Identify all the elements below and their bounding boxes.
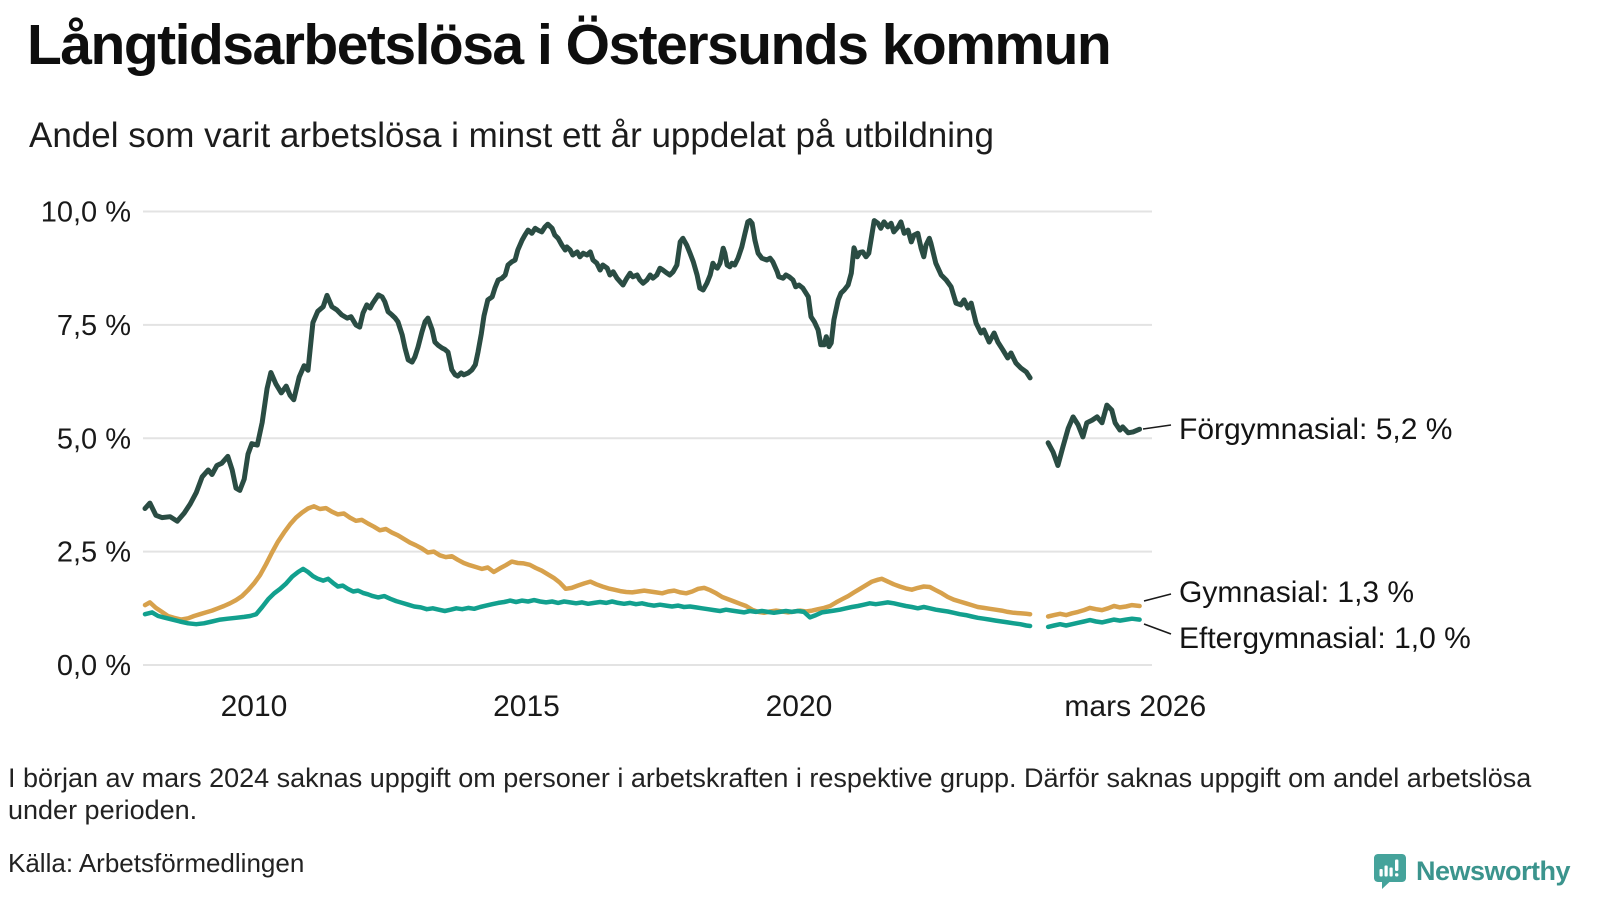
- source-note: Källa: Arbetsförmedlingen: [8, 848, 305, 878]
- footnote: I början av mars 2024 saknas uppgift om …: [8, 763, 1532, 826]
- bar-icon: [1389, 867, 1393, 877]
- exclamation-icon: [1394, 859, 1399, 871]
- series-end-label-gymnasial: Gymnasial: 1,3 %: [1179, 576, 1414, 609]
- chart-subtitle: Andel som varit arbetslösa i minst ett å…: [29, 116, 994, 155]
- label-connector: [1143, 593, 1172, 602]
- x-axis-tick-label: mars 2026: [1064, 690, 1206, 723]
- y-axis-tick-label: 5,0 %: [57, 423, 131, 455]
- bar-icon: [1379, 869, 1383, 877]
- newsworthy-logo: Newsworthy: [1373, 853, 1571, 890]
- series-line-eftergymnasial: [1045, 616, 1142, 630]
- series-end-label-förgymnasial: Förgymnasial: 5,2 %: [1179, 413, 1452, 446]
- label-connector: [1142, 424, 1172, 430]
- page-title: Långtidsarbetslösa i Östersunds kommun: [27, 13, 1112, 77]
- series-line-gymnasial: [1045, 602, 1142, 619]
- series-line-förgymnasial: [142, 218, 1033, 524]
- bar-icon: [1384, 865, 1388, 877]
- newsworthy-icon: [1373, 854, 1406, 889]
- y-axis-tick-label: 2,5 %: [57, 537, 131, 569]
- label-connector: [1143, 623, 1172, 635]
- newsworthy-wordmark: Newsworthy: [1415, 856, 1571, 886]
- y-axis-tick-label: 7,5 %: [57, 310, 131, 342]
- series-line-förgymnasial: [1045, 402, 1143, 468]
- y-axis-tick-label: 10,0 %: [41, 197, 131, 229]
- x-axis-tick-label: 2020: [766, 690, 833, 723]
- x-axis-tick-label: 2015: [493, 690, 560, 723]
- y-axis-tick-label: 0,0 %: [57, 650, 131, 682]
- series-line-eftergymnasial: [142, 566, 1033, 629]
- series-line-gymnasial: [142, 504, 1033, 622]
- exclamation-dot-icon: [1394, 873, 1399, 877]
- x-axis-tick-label: 2010: [221, 690, 288, 723]
- series-end-label-eftergymnasial: Eftergymnasial: 1,0 %: [1179, 622, 1471, 655]
